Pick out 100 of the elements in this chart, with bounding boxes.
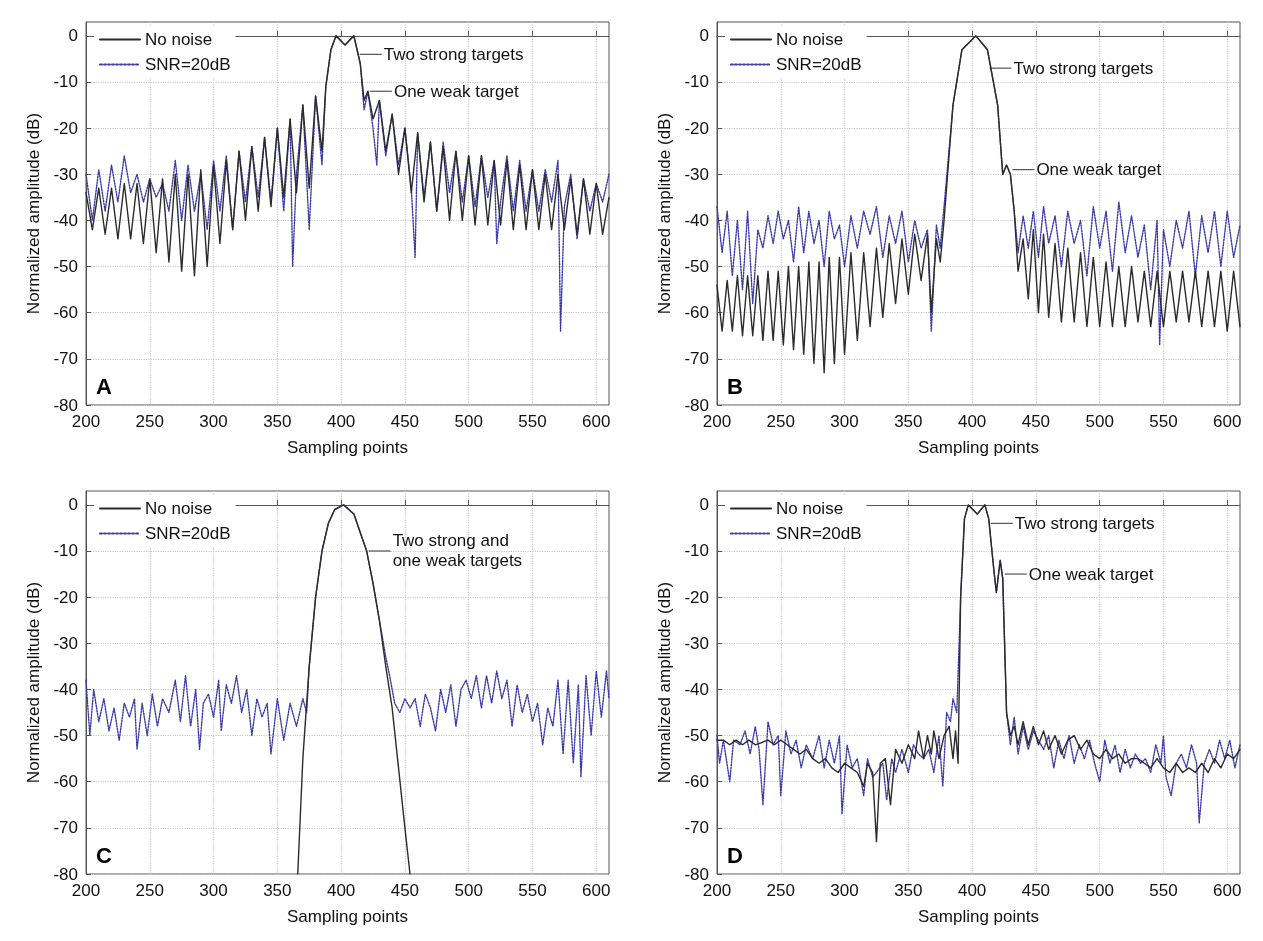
y-tick-label: -40 (684, 210, 709, 230)
y-tick-label: -60 (53, 303, 78, 323)
y-tick-label: -60 (684, 303, 709, 323)
annotation: Two strong and one weak targets (392, 531, 523, 571)
x-tick-label: 200 (71, 881, 101, 900)
x-tick-label: 350 (263, 412, 292, 431)
x-tick-label: 500 (454, 881, 483, 900)
y-axis-title: Normalized amplitude (dB) (655, 581, 674, 784)
y-tick-label: 0 (699, 495, 709, 515)
x-tick-label: 400 (326, 412, 356, 431)
y-tick-label: -20 (53, 587, 78, 607)
x-tick-label: 600 (1213, 412, 1242, 431)
x-tick-label: 550 (1149, 412, 1178, 431)
y-tick-label: -20 (684, 118, 709, 138)
legend-label: No noise (145, 30, 213, 49)
annotation: One weak target (1028, 564, 1154, 584)
annotation: D (727, 842, 743, 868)
annotation: B (727, 373, 743, 399)
y-tick-label: -80 (53, 864, 78, 884)
x-tick-label: 350 (263, 881, 292, 900)
x-tick-label: 500 (1085, 881, 1114, 900)
x-tick-label: 200 (71, 412, 101, 431)
x-tick-label: 600 (1213, 881, 1242, 900)
y-tick-label: -30 (684, 633, 709, 653)
y-tick-label: -50 (53, 726, 78, 746)
y-tick-label: -20 (53, 118, 78, 138)
x-tick-label: 550 (518, 881, 547, 900)
y-tick-label: -60 (684, 772, 709, 792)
line-series (85, 35, 610, 277)
y-tick-label: -50 (684, 726, 709, 746)
annotation: C (96, 842, 112, 868)
x-axis-title: Sampling points (918, 438, 1039, 457)
y-tick-label: -50 (684, 257, 709, 277)
y-axis-title: Normalized amplitude (dB) (655, 112, 674, 315)
legend-label: SNR=20dB (145, 55, 231, 74)
y-tick-label: -80 (684, 395, 709, 415)
y-tick-label: -30 (53, 164, 78, 184)
y-tick-label: -80 (53, 395, 78, 415)
x-tick-label: 500 (454, 412, 483, 431)
y-tick-label: -30 (53, 633, 78, 653)
x-tick-label: 350 (894, 412, 923, 431)
x-tick-label: 300 (830, 412, 859, 431)
y-tick-label: 0 (699, 26, 709, 46)
y-tick-label: -10 (53, 72, 78, 92)
x-tick-label: 300 (199, 881, 228, 900)
y-tick-label: -50 (53, 257, 78, 277)
y-tick-label: 0 (68, 26, 78, 46)
y-tick-label: -10 (53, 541, 78, 561)
x-tick-label: 450 (1021, 881, 1051, 900)
x-tick-label: 250 (135, 412, 164, 431)
legend-label: No noise (776, 30, 844, 49)
x-tick-label: 550 (518, 412, 547, 431)
x-tick-label: 500 (1085, 412, 1114, 431)
y-tick-label: -10 (684, 541, 709, 561)
x-tick-label: 400 (957, 881, 987, 900)
x-axis-title: Sampling points (918, 907, 1039, 926)
x-tick-label: 450 (390, 881, 420, 900)
y-tick-label: -70 (53, 349, 78, 369)
y-tick-label: -80 (684, 864, 709, 884)
y-tick-label: -30 (684, 164, 709, 184)
y-axis-title: Normalized amplitude (dB) (24, 581, 43, 784)
y-tick-label: -70 (684, 349, 709, 369)
x-tick-label: 200 (702, 881, 732, 900)
legend-label: No noise (145, 499, 213, 518)
legend-label: No noise (776, 499, 844, 518)
y-tick-label: 0 (68, 495, 78, 515)
x-tick-label: 400 (326, 881, 356, 900)
x-tick-label: 300 (830, 881, 859, 900)
annotation: Two strong targets (383, 44, 524, 64)
y-tick-label: -20 (684, 587, 709, 607)
y-tick-label: -40 (53, 679, 78, 699)
legend-label: SNR=20dB (776, 55, 862, 74)
legend-label: SNR=20dB (776, 524, 862, 543)
x-tick-label: 250 (135, 881, 164, 900)
annotation: One weak target (1036, 160, 1162, 180)
y-tick-label: -70 (684, 818, 709, 838)
y-tick-label: -40 (684, 679, 709, 699)
y-tick-label: -60 (53, 772, 78, 792)
y-axis-title: Normalized amplitude (dB) (24, 112, 43, 315)
x-axis-title: Sampling points (287, 907, 408, 926)
y-tick-label: -40 (53, 210, 78, 230)
annotation: A (96, 373, 112, 399)
x-axis-title: Sampling points (287, 438, 408, 457)
x-tick-label: 600 (582, 881, 611, 900)
y-tick-label: -70 (53, 818, 78, 838)
x-tick-label: 250 (766, 881, 795, 900)
x-tick-label: 350 (894, 881, 923, 900)
x-tick-label: 250 (766, 412, 795, 431)
annotation: Two strong targets (1013, 58, 1154, 78)
x-tick-label: 450 (390, 412, 420, 431)
annotation: One weak target (393, 81, 519, 101)
annotation: Two strong targets (1014, 513, 1155, 533)
x-tick-label: 400 (957, 412, 987, 431)
x-tick-label: 600 (582, 412, 611, 431)
y-tick-label: -10 (684, 72, 709, 92)
x-tick-label: 450 (1021, 412, 1051, 431)
legend-label: SNR=20dB (145, 524, 231, 543)
x-tick-label: 300 (199, 412, 228, 431)
x-tick-label: 550 (1149, 881, 1178, 900)
x-tick-label: 200 (702, 412, 732, 431)
